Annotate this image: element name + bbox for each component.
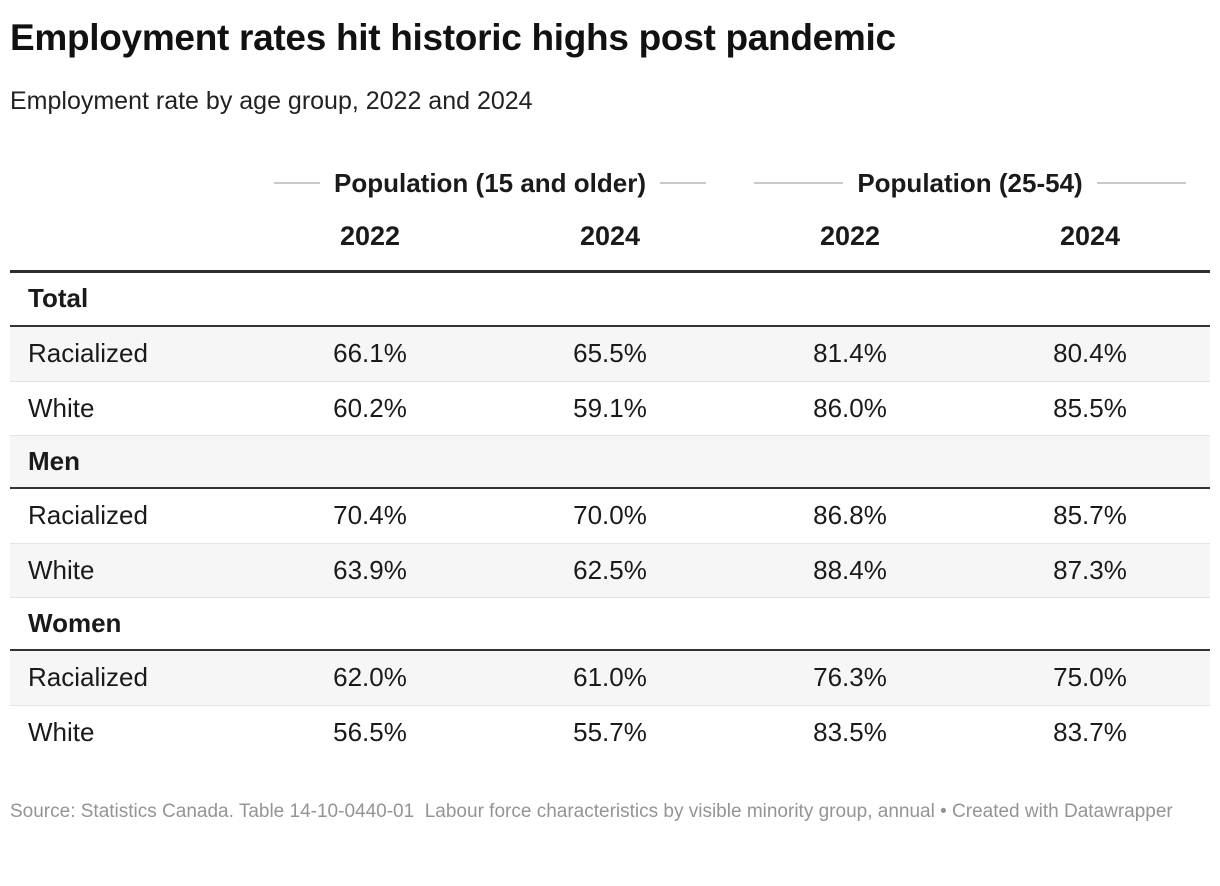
value-cell: 61.0% xyxy=(573,662,647,693)
value-cell: 55.7% xyxy=(573,716,647,747)
value-cell: 88.4% xyxy=(813,554,887,585)
table-row: Racialized 62.0% 61.0% 76.3% 75.0% xyxy=(10,650,1210,705)
table-row: White 63.9% 62.5% 88.4% 87.3% xyxy=(10,542,1210,597)
year-column-header: 2024 xyxy=(579,220,641,251)
section-row-women: Women xyxy=(10,596,1210,651)
value-cell: 66.1% xyxy=(333,338,407,369)
row-label: White xyxy=(28,716,95,747)
chart-title: Employment rates hit historic highs post… xyxy=(10,17,896,58)
group-divider-line xyxy=(274,182,320,185)
footer: Source: Statistics Canada. Table 14-10-0… xyxy=(10,799,1175,825)
value-cell: 70.4% xyxy=(333,500,407,531)
table-row: Racialized 70.4% 70.0% 86.8% 85.7% xyxy=(10,489,1210,543)
footer-separator: • xyxy=(940,800,947,822)
value-cell: 62.5% xyxy=(573,554,647,585)
group-divider-line xyxy=(660,182,707,185)
table-row: White 56.5% 55.7% 83.5% 83.7% xyxy=(10,704,1210,759)
value-cell: 87.3% xyxy=(1053,554,1127,585)
section-row-men: Men xyxy=(10,434,1210,489)
value-cell: 59.1% xyxy=(573,392,647,423)
row-label: Racialized xyxy=(28,662,148,693)
value-cell: 60.2% xyxy=(333,392,407,423)
row-label: White xyxy=(28,392,95,423)
value-cell: 80.4% xyxy=(1053,338,1127,369)
value-cell: 70.0% xyxy=(573,500,647,531)
column-group-population-15-and-older: Population (15 and older) xyxy=(250,168,730,199)
datawrapper-credit[interactable]: Created with Datawrapper xyxy=(952,800,1173,822)
value-cell: 86.0% xyxy=(813,392,887,423)
value-cell: 65.5% xyxy=(573,338,647,369)
value-cell: 56.5% xyxy=(333,716,407,747)
value-cell: 75.0% xyxy=(1053,662,1127,693)
column-group-label: Population (15 and older) xyxy=(334,167,647,198)
year-column-header: 2022 xyxy=(819,220,881,251)
value-cell: 62.0% xyxy=(333,662,407,693)
value-cell: 83.7% xyxy=(1053,716,1127,747)
group-divider-line xyxy=(1096,182,1187,185)
table-row: White 60.2% 59.1% 86.0% 85.5% xyxy=(10,380,1210,435)
datawrapper-table-chart: Employment rates hit historic highs post… xyxy=(10,17,1210,825)
column-group-header-row: Population (15 and older) Population (25… xyxy=(10,168,1210,199)
section-label: Total xyxy=(28,283,89,314)
row-label: Racialized xyxy=(28,500,148,531)
source-text: Source: Statistics Canada. Table 14-10-0… xyxy=(10,800,935,822)
value-cell: 76.3% xyxy=(813,662,887,693)
table-row: Racialized 66.1% 65.5% 81.4% 80.4% xyxy=(10,326,1210,381)
column-group-population-25-54: Population (25-54) xyxy=(730,168,1210,199)
column-group-label: Population (25-54) xyxy=(857,167,1083,198)
value-cell: 85.7% xyxy=(1053,500,1127,531)
value-cell: 83.5% xyxy=(813,716,887,747)
section-label: Women xyxy=(28,607,122,638)
row-label: White xyxy=(28,554,95,585)
chart-subtitle: Employment rate by age group, 2022 and 2… xyxy=(10,86,533,115)
row-label: Racialized xyxy=(28,338,148,369)
value-cell: 63.9% xyxy=(333,554,407,585)
value-cell: 85.5% xyxy=(1053,392,1127,423)
year-column-header: 2022 xyxy=(339,220,401,251)
data-table: Total Racialized 66.1% 65.5% 81.4% 80.4%… xyxy=(10,269,1210,759)
value-cell: 81.4% xyxy=(813,338,887,369)
section-label: Men xyxy=(28,445,80,476)
group-divider-line xyxy=(754,182,844,185)
year-header-row: 2022 2024 2022 2024 xyxy=(10,221,1210,270)
section-row-total: Total xyxy=(10,273,1210,327)
value-cell: 86.8% xyxy=(813,500,887,531)
year-column-header: 2024 xyxy=(1059,220,1121,251)
